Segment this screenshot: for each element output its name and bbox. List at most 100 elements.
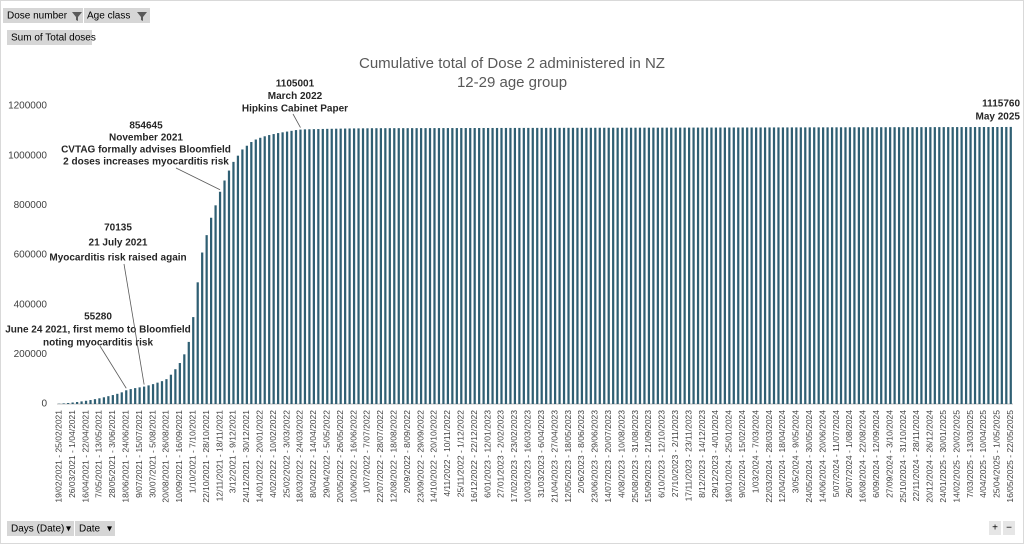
- bar: [178, 363, 181, 404]
- x-tick-label: 17/02/2023 - 23/02/2023: [509, 410, 519, 503]
- bar: [772, 127, 776, 405]
- bar: [620, 127, 624, 404]
- zoom-button[interactable]: [989, 521, 1001, 535]
- bar: [848, 127, 852, 404]
- dropdown-icon: ▾: [107, 524, 112, 535]
- x-tick-label: 6/10/2023 - 12/10/2023: [657, 410, 667, 498]
- bar: [598, 127, 601, 404]
- value-field-button[interactable]: [7, 30, 92, 45]
- bar: [348, 128, 351, 404]
- bar: [875, 127, 878, 404]
- bar: [361, 128, 365, 404]
- filter-label: Age class: [87, 11, 130, 22]
- bar: [232, 161, 235, 404]
- bar: [576, 127, 579, 404]
- bar: [755, 127, 758, 404]
- bar: [308, 129, 311, 404]
- bar: [129, 389, 132, 404]
- bar: [625, 127, 628, 404]
- bar: [705, 127, 709, 405]
- bar: [486, 127, 490, 405]
- bar: [670, 127, 673, 404]
- bar: [768, 127, 771, 405]
- annotation-text: 2 doses increases myocarditis risk: [63, 157, 229, 168]
- x-tick-label: 4/08/2023 - 10/08/2023: [616, 410, 626, 498]
- annotation-arrow: [292, 113, 301, 128]
- bar: [781, 127, 785, 404]
- x-tick-label: 24/01/2025 - 30/01/2025: [938, 410, 948, 503]
- annotation-text: noting myocarditis risk: [43, 338, 153, 349]
- bar: [482, 127, 485, 404]
- bar: [978, 127, 981, 405]
- bar: [303, 129, 307, 405]
- bar: [929, 127, 932, 404]
- bar: [830, 127, 834, 404]
- annotation-arrow: [175, 167, 221, 191]
- bar: [737, 127, 740, 404]
- bar: [241, 149, 244, 404]
- bar: [62, 403, 65, 404]
- annotation-text: 55280: [84, 312, 112, 323]
- bar: [567, 127, 570, 404]
- bar: [924, 127, 928, 404]
- filter-button[interactable]: [84, 8, 150, 23]
- bar: [366, 128, 369, 404]
- x-tick-label: 1/03/2024 - 7/03/2024: [750, 410, 760, 493]
- bar: [571, 127, 575, 404]
- bar: [138, 387, 141, 404]
- annotation-text: 21 July 2021: [89, 238, 148, 249]
- x-tick-label: 1/10/2021 - 7/10/2021: [188, 410, 198, 493]
- x-tick-label: 30/07/2021 - 5/08/2021: [147, 410, 157, 498]
- zoom-button[interactable]: [1003, 521, 1015, 535]
- bar: [906, 127, 910, 405]
- annotation-text: Myocarditis risk raised again: [49, 253, 186, 264]
- axis-field-button[interactable]: [75, 521, 115, 536]
- bar: [411, 128, 414, 404]
- bar: [973, 127, 977, 404]
- bar: [384, 128, 387, 405]
- x-tick-label: 20/05/2022 - 26/05/2022: [335, 410, 345, 503]
- x-tick-label: 12/11/2021 - 18/11/2021: [214, 410, 224, 502]
- bar: [455, 128, 458, 404]
- x-tick-label: 3/12/2021 - 9/12/2021: [228, 410, 238, 493]
- x-tick-label: 23/09/2022 - 29/09/2022: [415, 410, 425, 503]
- bar: [442, 128, 445, 404]
- bar: [656, 127, 659, 404]
- bar: [531, 127, 534, 404]
- bar: [218, 191, 222, 404]
- annotation-text: CVTAG formally advises Bloomfield: [61, 145, 231, 156]
- annotation-text: Hipkins Cabinet Paper: [242, 104, 348, 115]
- bar: [960, 127, 963, 405]
- bar: [991, 127, 995, 404]
- bar: [151, 384, 155, 404]
- axis-field-button[interactable]: [7, 521, 74, 536]
- bar: [536, 127, 539, 405]
- bar: [460, 128, 463, 404]
- x-tick-label: 28/05/2021 - 3/06/2021: [107, 410, 117, 498]
- filter-button[interactable]: [3, 8, 83, 23]
- bar: [187, 341, 190, 404]
- x-tick-label: 14/06/2024 - 20/06/2024: [817, 410, 827, 503]
- bar: [504, 127, 508, 404]
- value-field-label: Sum of Total doses: [11, 33, 96, 44]
- annotation-text: 1115760: [982, 99, 1020, 110]
- bar: [786, 127, 789, 404]
- bar: [223, 180, 226, 404]
- bar: [616, 127, 619, 404]
- bar: [326, 128, 329, 404]
- bar: [335, 128, 338, 404]
- bar: [804, 127, 807, 404]
- bar: [915, 127, 919, 405]
- bar: [80, 401, 83, 404]
- bar: [93, 399, 97, 404]
- bar: [352, 128, 356, 404]
- bar: [509, 127, 512, 404]
- bar: [956, 127, 959, 405]
- bar: [174, 369, 177, 404]
- x-tick-label: 24/12/2021 - 30/12/2021: [241, 410, 251, 503]
- bar: [290, 130, 293, 405]
- bar: [259, 137, 262, 404]
- bar: [495, 127, 499, 405]
- bar: [321, 128, 324, 405]
